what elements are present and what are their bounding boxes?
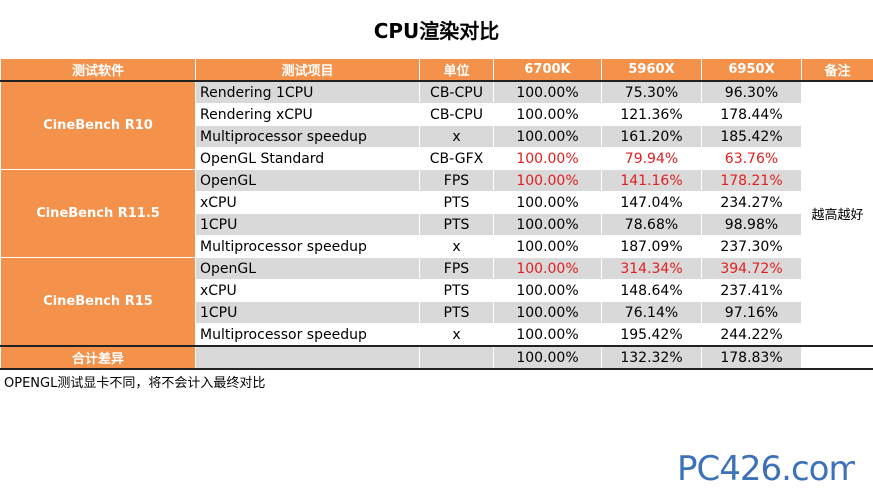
test-item-cell: xCPU bbox=[195, 191, 420, 214]
value-6950x-cell: 178.44% bbox=[701, 103, 802, 126]
value-6950x-cell: 185.42% bbox=[701, 125, 802, 148]
value-6950x-cell: 96.30% bbox=[701, 80, 802, 104]
total-row: 合计差异 100.00% 132.32% 178.83% bbox=[0, 345, 873, 370]
value-6950x-cell: 237.30% bbox=[701, 235, 802, 258]
table-row: CineBench R11.5 OpenGL FPS 100.00% 141.16% 17… bbox=[0, 169, 873, 258]
value-6700k-cell: 100.00% bbox=[493, 80, 602, 104]
header-unit: 单位 bbox=[419, 58, 494, 82]
total-empty-cell bbox=[419, 345, 494, 370]
value-6700k-cell: 100.00% bbox=[493, 235, 602, 258]
value-6700k-cell: 100.00% bbox=[493, 323, 602, 347]
pc426-logo: PC426.com bbox=[677, 449, 855, 489]
value-6700k-cell: 100.00% bbox=[493, 279, 602, 302]
test-item-cell: Multiprocessor speedup bbox=[195, 235, 420, 258]
header-software: 测试软件 bbox=[0, 58, 196, 82]
value-5960x-cell: 161.20% bbox=[601, 125, 702, 148]
total-label-cell: 合计差异 bbox=[0, 345, 196, 370]
value-6950x-cell: 394.72% bbox=[701, 257, 802, 280]
value-6700k-cell: 100.00% bbox=[493, 169, 602, 192]
table-row: 1CPU PTS 100.00% 76.14% 97.16% bbox=[1, 301, 873, 324]
cpu-render-table: 测试软件 测试项目 单位 6700K 5960X 6950X 备注 CineBe… bbox=[0, 58, 873, 370]
test-item-cell: OpenGL bbox=[195, 169, 420, 192]
total-6950x-cell: 178.83% bbox=[701, 345, 802, 370]
test-item-cell: 1CPU bbox=[195, 301, 420, 324]
total-empty-cell bbox=[195, 345, 420, 370]
value-6950x-cell: 237.41% bbox=[701, 279, 802, 302]
value-5960x-cell: 75.30% bbox=[601, 80, 702, 104]
total-note-cell bbox=[801, 345, 873, 370]
value-6700k-cell: 100.00% bbox=[493, 213, 602, 236]
unit-cell: x bbox=[419, 323, 494, 347]
unit-cell: PTS bbox=[419, 191, 494, 214]
unit-cell: x bbox=[419, 235, 494, 258]
unit-cell: PTS bbox=[419, 213, 494, 236]
value-5960x-cell: 76.14% bbox=[601, 301, 702, 324]
value-6950x-cell: 234.27% bbox=[701, 191, 802, 214]
table-row: 1CPU PTS 100.00% 78.68% 98.98% bbox=[1, 213, 873, 236]
value-5960x-cell: 121.36% bbox=[601, 103, 702, 126]
test-item-cell: OpenGL Standard bbox=[195, 147, 420, 170]
unit-cell: PTS bbox=[419, 301, 494, 324]
total-5960x-cell: 132.32% bbox=[601, 345, 702, 370]
unit-cell: CB-GFX bbox=[419, 147, 494, 170]
header-note: 备注 bbox=[801, 58, 873, 82]
table-row: Multiprocessor speedup x 100.00% 161.20% 185… bbox=[1, 125, 873, 148]
value-6700k-cell: 100.00% bbox=[493, 301, 602, 324]
svg-text:PC426.com: PC426.com bbox=[677, 449, 855, 489]
test-item-cell: xCPU bbox=[195, 279, 420, 302]
value-6950x-cell: 63.76% bbox=[701, 147, 802, 170]
value-5960x-cell: 314.34% bbox=[601, 257, 702, 280]
test-item-cell: 1CPU bbox=[195, 213, 420, 236]
page-title: CPU渲染对比 bbox=[373, 18, 500, 43]
value-5960x-cell: 79.94% bbox=[601, 147, 702, 170]
table-row: Rendering xCPU CB-CPU 100.00% 121.36% 178.44… bbox=[1, 103, 873, 126]
value-6700k-cell: 100.00% bbox=[493, 125, 602, 148]
header-6950x: 6950X bbox=[701, 58, 802, 82]
note-cell: 越高越好 bbox=[801, 80, 873, 347]
value-5960x-cell: 147.04% bbox=[601, 191, 702, 214]
test-item-cell: Multiprocessor speedup bbox=[195, 323, 420, 347]
test-item-cell: Rendering 1CPU bbox=[195, 80, 420, 104]
table-row: CineBench R10 Rendering 1CPU CB-CPU 100.00%… bbox=[0, 80, 873, 347]
table-row: xCPU PTS 100.00% 147.04% 234.27% bbox=[1, 191, 873, 214]
unit-cell: x bbox=[419, 125, 494, 148]
software-cell: CineBench R10 bbox=[0, 80, 196, 170]
value-5960x-cell: 141.16% bbox=[601, 169, 702, 192]
test-item-cell: Multiprocessor speedup bbox=[195, 125, 420, 148]
value-5960x-cell: 195.42% bbox=[601, 323, 702, 347]
unit-cell: CB-CPU bbox=[419, 80, 494, 104]
table-row: CineBench R15 OpenGL FPS 100.00% 314.34% 394.… bbox=[0, 257, 873, 347]
header-5960x: 5960X bbox=[601, 58, 702, 82]
value-5960x-cell: 148.64% bbox=[601, 279, 702, 302]
value-6950x-cell: 98.98% bbox=[701, 213, 802, 236]
unit-cell: FPS bbox=[419, 257, 494, 280]
value-6700k-cell: 100.00% bbox=[493, 191, 602, 214]
value-6700k-cell: 100.00% bbox=[493, 257, 602, 280]
unit-cell: FPS bbox=[419, 169, 494, 192]
value-6950x-cell: 178.21% bbox=[701, 169, 802, 192]
footnote: OPENGL测试显卡不同，将不会计入最终对比 bbox=[4, 376, 266, 391]
value-6700k-cell: 100.00% bbox=[493, 147, 602, 170]
software-cell: CineBench R15 bbox=[0, 257, 196, 347]
header-row: 测试软件 测试项目 单位 6700K 5960X 6950X 备注 bbox=[0, 58, 873, 82]
unit-cell: PTS bbox=[419, 279, 494, 302]
total-6700k-cell: 100.00% bbox=[493, 345, 602, 370]
table-row: xCPU PTS 100.00% 148.64% 237.41% bbox=[1, 279, 873, 302]
value-6950x-cell: 97.16% bbox=[701, 301, 802, 324]
value-5960x-cell: 187.09% bbox=[601, 235, 702, 258]
header-6700k: 6700K bbox=[493, 58, 602, 82]
table-row: Multiprocessor speedup x 100.00% 187.09% 237… bbox=[1, 235, 873, 258]
unit-cell: CB-CPU bbox=[419, 103, 494, 126]
test-item-cell: Rendering xCPU bbox=[195, 103, 420, 126]
value-6950x-cell: 244.22% bbox=[701, 323, 802, 347]
header-item: 测试项目 bbox=[195, 58, 420, 82]
software-cell: CineBench R11.5 bbox=[0, 169, 196, 258]
value-6700k-cell: 100.00% bbox=[493, 103, 602, 126]
value-5960x-cell: 78.68% bbox=[601, 213, 702, 236]
test-item-cell: OpenGL bbox=[195, 257, 420, 280]
